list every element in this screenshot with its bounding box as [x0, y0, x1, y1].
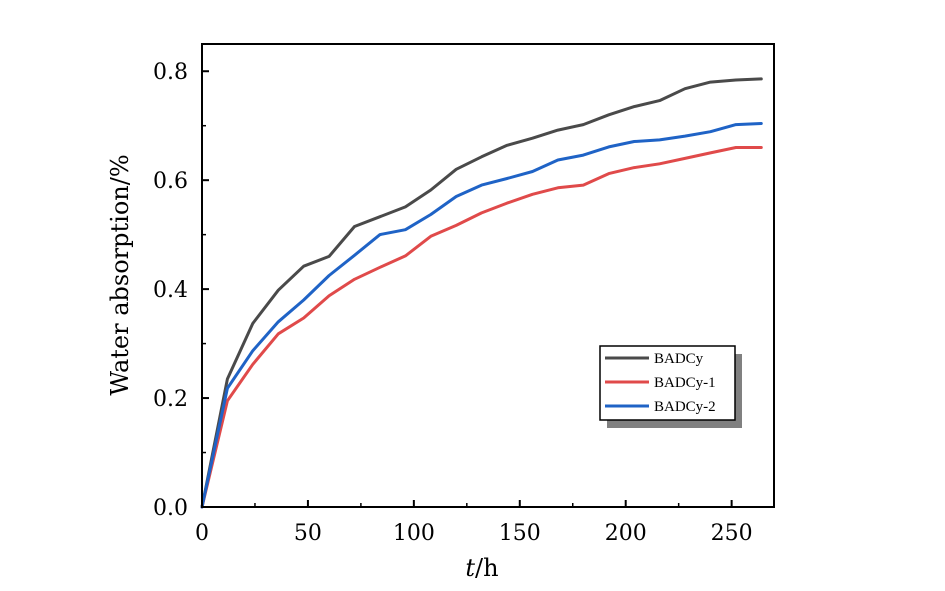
x-axis-title-italic: t: [465, 554, 475, 582]
series-line-1: [200, 77, 763, 509]
series-line-2: [200, 146, 763, 509]
x-tick-label: 150: [499, 521, 541, 546]
x-axis-title: t/h: [465, 554, 498, 582]
x-axis-ticks: 0 50 100 150 200 250: [195, 500, 753, 546]
y-tick-label: 0.0: [153, 496, 188, 521]
x-tick-label: 250: [711, 521, 753, 546]
legend-label-1: BADCy: [654, 351, 704, 367]
series-layer: [200, 77, 763, 509]
series-line-3: [200, 122, 763, 509]
y-tick-label: 0.4: [153, 278, 188, 303]
y-axis-ticks: 0.0 0.2 0.4 0.6 0.8: [153, 60, 209, 521]
x-tick-label: 100: [393, 521, 435, 546]
legend-label-2: BADCy-1: [654, 375, 716, 391]
y-tick-label: 0.6: [153, 169, 188, 194]
y-axis-title: Water absorption/%: [106, 154, 134, 395]
x-axis-title-unit: /h: [475, 554, 499, 582]
legend-items: BADCy BADCy-1 BADCy-2: [605, 351, 716, 415]
legend-label-3: BADCy-2: [654, 399, 716, 415]
x-tick-label: 50: [294, 521, 322, 546]
x-tick-label: 200: [605, 521, 647, 546]
x-tick-label: 0: [195, 521, 209, 546]
y-tick-label: 0.2: [153, 387, 188, 412]
legend: BADCy BADCy-1 BADCy-2: [599, 345, 742, 428]
y-tick-label: 0.8: [153, 60, 188, 85]
plot-frame: [201, 43, 775, 508]
